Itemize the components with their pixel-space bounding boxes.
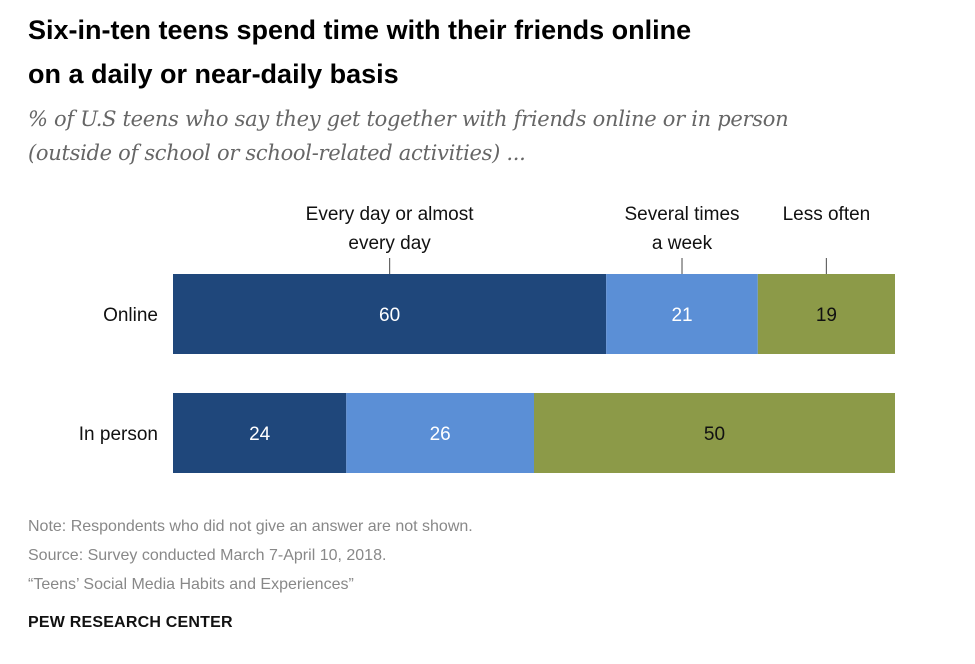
series-label-several-times-a-week-line-1: Several times: [624, 204, 739, 225]
series-label-less-often-line-1: Less often: [783, 204, 871, 225]
chart-title-line-1: Six-in-ten teens spend time with their f…: [28, 15, 692, 45]
value-label-in-person-less-often: 50: [704, 424, 725, 445]
value-label-in-person-several-times-a-week: 26: [430, 424, 451, 445]
bar-online-several-times-a-week: [606, 274, 758, 354]
value-label-online-less-often: 19: [816, 305, 837, 326]
bar-online-every-day-or-almost-every-day: [173, 274, 607, 354]
value-label-online-several-times-a-week: 21: [671, 305, 692, 326]
series-label-every-day-or-almost-every-day-line-2: every day: [348, 233, 431, 254]
value-label-online-every-day-or-almost-every-day: 60: [379, 305, 400, 326]
chart-footer: Note: Respondents who did not give an an…: [28, 512, 473, 599]
footer-note: Note: Respondents who did not give an an…: [28, 518, 473, 535]
category-label-online: Online: [103, 305, 158, 326]
series-label-several-times-a-week-line-2: a week: [652, 233, 713, 254]
bar-in-person-several-times-a-week: [346, 393, 534, 473]
chart-subtitle-line-1: % of U.S teens who say they get together…: [28, 107, 789, 131]
series-label-every-day-or-almost-every-day-line-1: Every day or almost: [306, 204, 475, 225]
stacked-bar-chart: Online 60 21 19 In person 24 26 50 Every day or …: [79, 204, 895, 473]
chart-subtitle: % of U.S teens who say they get together…: [28, 102, 928, 170]
pew-research-center-brand: PEW RESEARCH CENTER: [28, 614, 233, 631]
bar-in-person-every-day-or-almost-every-day: [173, 393, 347, 473]
chart-title-line-2: on a daily or near-daily basis: [28, 59, 399, 89]
footer-source: Source: Survey conducted March 7-April 1…: [28, 547, 387, 564]
bar-online-less-often: [757, 274, 895, 354]
chart-subtitle-line-2: (outside of school or school-related act…: [28, 141, 526, 165]
chart-title: Six-in-ten teens spend time with their f…: [28, 8, 948, 96]
footer-report: “Teens’ Social Media Habits and Experien…: [28, 576, 354, 593]
bar-in-person-less-often: [534, 393, 895, 473]
category-label-in-person: In person: [79, 424, 158, 445]
value-label-in-person-every-day-or-almost-every-day: 24: [249, 424, 271, 445]
